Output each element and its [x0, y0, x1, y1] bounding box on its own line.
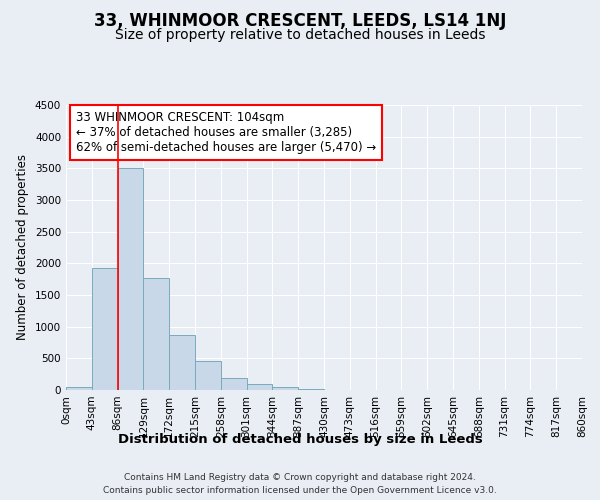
Bar — [247, 384, 272, 390]
Bar — [169, 335, 195, 390]
Text: 33 WHINMOOR CRESCENT: 104sqm
← 37% of detached houses are smaller (3,285)
62% of: 33 WHINMOOR CRESCENT: 104sqm ← 37% of de… — [76, 110, 377, 154]
Bar — [272, 388, 298, 390]
Bar — [66, 387, 92, 390]
Bar — [92, 268, 118, 390]
Text: 33, WHINMOOR CRESCENT, LEEDS, LS14 1NJ: 33, WHINMOOR CRESCENT, LEEDS, LS14 1NJ — [94, 12, 506, 30]
Text: Size of property relative to detached houses in Leeds: Size of property relative to detached ho… — [115, 28, 485, 42]
Bar — [118, 168, 143, 390]
Bar — [143, 278, 169, 390]
Bar — [195, 361, 221, 390]
Y-axis label: Number of detached properties: Number of detached properties — [16, 154, 29, 340]
Text: Contains HM Land Registry data © Crown copyright and database right 2024.: Contains HM Land Registry data © Crown c… — [124, 472, 476, 482]
Bar — [221, 378, 247, 390]
Text: Distribution of detached houses by size in Leeds: Distribution of detached houses by size … — [118, 432, 482, 446]
Text: Contains public sector information licensed under the Open Government Licence v3: Contains public sector information licen… — [103, 486, 497, 495]
